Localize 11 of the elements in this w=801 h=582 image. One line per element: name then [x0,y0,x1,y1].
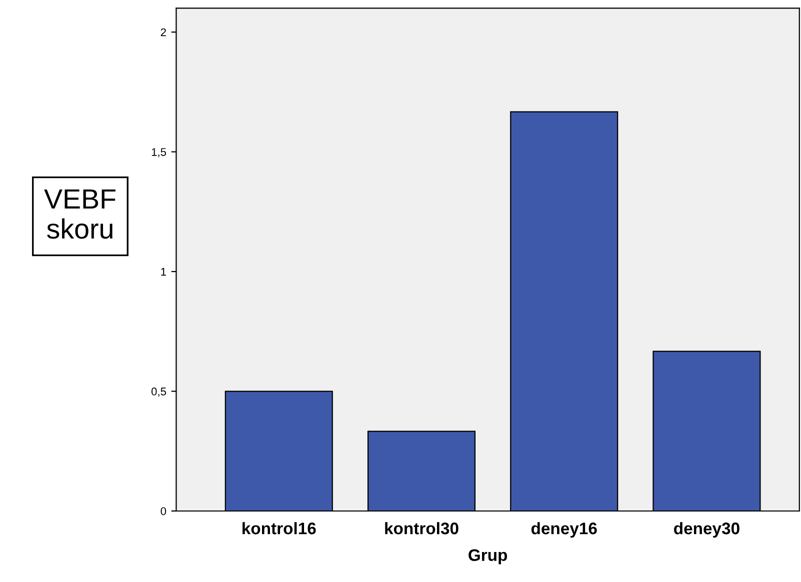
y-tick-label: 0,5 [151,388,166,397]
x-tick-label: kontrol30 [385,522,458,534]
x-tick-label: deney16 [531,522,597,538]
y-tick-label: 2 [160,28,166,36]
y-tick-label: 1 [161,268,166,276]
y-tick-label: 0 [160,507,166,516]
y-tick-label: 1,5 [152,148,166,158]
y-axis-title: VEBF skoru [44,189,116,239]
x-tick-label: kontrol16 [242,522,316,534]
x-tick-label: deney30 [674,522,740,538]
x-axis-title: Grup [468,549,508,564]
